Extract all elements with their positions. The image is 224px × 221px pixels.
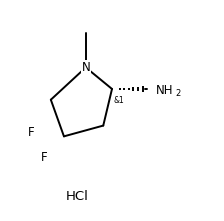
- Text: NH: NH: [156, 84, 173, 97]
- Text: F: F: [41, 151, 47, 164]
- Text: F: F: [28, 126, 34, 139]
- Text: N: N: [81, 61, 90, 74]
- Text: HCl: HCl: [66, 190, 88, 203]
- Text: &1: &1: [113, 97, 124, 105]
- Text: 2: 2: [175, 90, 180, 98]
